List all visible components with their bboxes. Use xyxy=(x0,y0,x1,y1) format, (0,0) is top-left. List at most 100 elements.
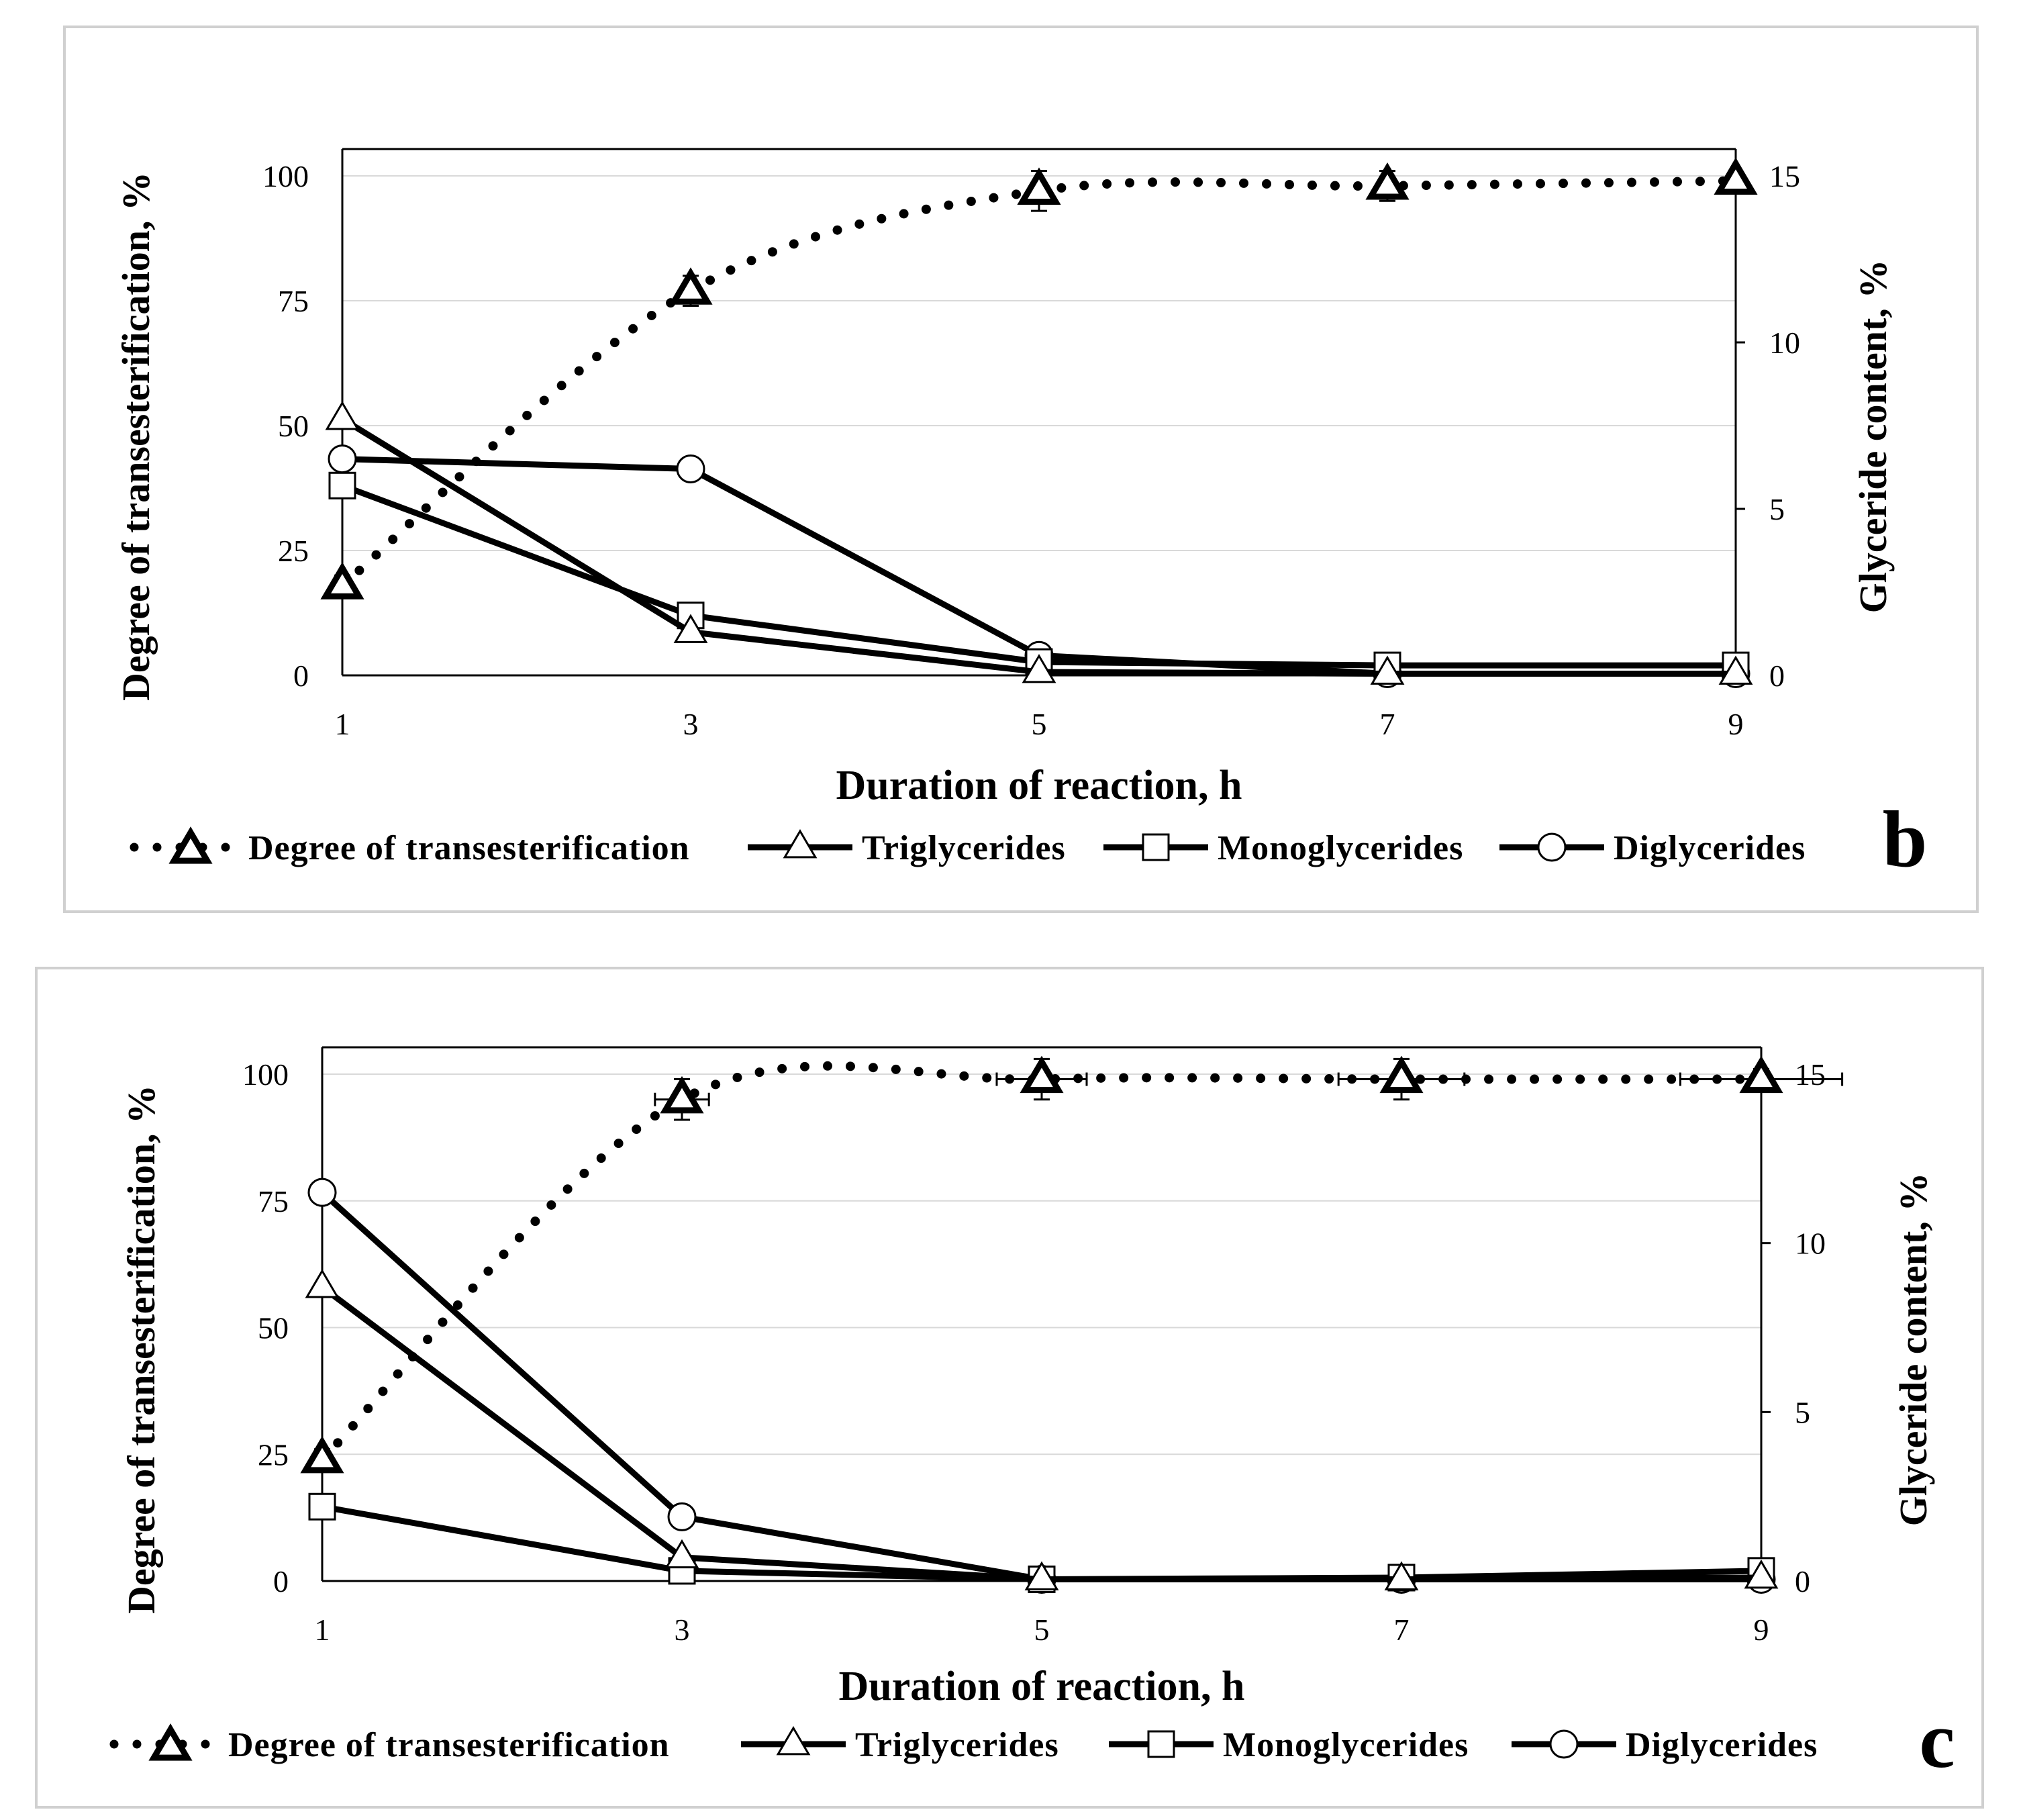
legend-item-monoglycerides: Monoglycerides xyxy=(1109,1726,1469,1764)
data-point-triglycerides xyxy=(325,401,360,430)
legend-label: Diglycerides xyxy=(1614,829,1806,867)
x-axis-title: Duration of reaction, h xyxy=(836,763,1242,808)
chart-c-svg: 0 25 50 75 100 0 5 10 15 1 3 5 7 9 Duration of reactio… xyxy=(35,967,1984,1809)
legend-item-diglycerides: Diglycerides xyxy=(1512,1726,1818,1764)
x-tick-label: 9 xyxy=(1754,1613,1769,1647)
y-tick-label-left: 50 xyxy=(278,409,309,443)
legend-marker xyxy=(776,1726,811,1756)
y-tick-label-right: 10 xyxy=(1769,326,1800,360)
legend-label: Diglycerides xyxy=(1626,1726,1818,1764)
series-line-diglycerides xyxy=(319,1190,1761,1582)
series-line-triglycerides xyxy=(320,1284,1762,1582)
y-tick-label-right: 10 xyxy=(1795,1227,1826,1261)
data-point-triglycerides xyxy=(1370,655,1405,685)
series-line-degree-of-transesterification xyxy=(317,1061,1766,1464)
data-point-diglycerides xyxy=(307,1178,337,1207)
chart-b-svg: 0 25 50 75 100 0 5 10 15 1 3 5 7 9 Duration of reactio… xyxy=(63,26,1979,913)
legend-item-degree-of-transesterification: Degree of transesterification xyxy=(109,1723,669,1764)
y-tick-label-left: 75 xyxy=(278,284,309,318)
legend-label: Monoglycerides xyxy=(1218,829,1463,867)
data-point-triglycerides xyxy=(673,614,708,643)
legend-item-triglycerides: Triglycerides xyxy=(748,829,1066,867)
data-point-monoglycerides xyxy=(328,471,356,499)
y-tick-label-left: 0 xyxy=(273,1564,289,1598)
legend-item-monoglycerides: Monoglycerides xyxy=(1103,829,1463,867)
data-point-monoglycerides xyxy=(308,1492,336,1521)
y-tick-label-right: 0 xyxy=(1769,659,1785,693)
y-axis-title-right: Glyceride content, % xyxy=(1891,1173,1935,1527)
data-point-degree-of-transesterification xyxy=(1365,162,1410,200)
chart-frame xyxy=(35,967,1984,1809)
data-point-degree-of-transesterification xyxy=(1714,157,1758,195)
x-tick-label: 5 xyxy=(1034,1613,1050,1647)
legend-marker xyxy=(1537,832,1567,862)
panel-letter: c xyxy=(1919,1695,1955,1784)
y-tick-label-right: 0 xyxy=(1795,1564,1810,1598)
data-point-degree-of-transesterification xyxy=(320,562,364,600)
legend-label: Degree of transesterification xyxy=(248,829,690,867)
series-line-monoglycerides xyxy=(341,483,1736,669)
y-tick-label-right: 5 xyxy=(1769,492,1785,526)
legend-marker xyxy=(168,826,213,864)
legend-item-diglycerides: Diglycerides xyxy=(1499,829,1806,867)
y-tick-label-left: 25 xyxy=(258,1437,289,1472)
y-axis-title-right: Glyceride content, % xyxy=(1851,260,1895,614)
data-point-triglycerides xyxy=(1024,1561,1059,1590)
data-point-degree-of-transesterification xyxy=(300,1435,344,1474)
data-point-triglycerides xyxy=(305,1269,340,1298)
legend-marker xyxy=(1549,1729,1579,1759)
data-point-diglycerides xyxy=(676,454,705,483)
series-line-triglycerides xyxy=(340,416,1736,677)
legend-item-degree-of-transesterification: Degree of transesterification xyxy=(130,826,690,867)
x-tick-label: 7 xyxy=(1394,1613,1410,1647)
y-tick-label-left: 100 xyxy=(242,1057,289,1092)
legend-marker xyxy=(1147,1730,1175,1758)
data-point-diglycerides xyxy=(667,1502,697,1531)
x-axis-title: Duration of reaction, h xyxy=(838,1664,1244,1709)
series-line-degree-of-transesterification xyxy=(338,176,1740,591)
legend-marker xyxy=(1142,833,1170,861)
data-point-degree-of-transesterification xyxy=(669,267,713,305)
y-tick-label-right: 15 xyxy=(1795,1057,1826,1092)
data-point-diglycerides xyxy=(328,444,357,474)
chart-frame xyxy=(63,26,1979,913)
y-tick-label-left: 0 xyxy=(293,659,309,693)
data-point-triglycerides xyxy=(1022,654,1056,683)
y-tick-label-left: 50 xyxy=(258,1311,289,1345)
series-degree-of-transesterification xyxy=(300,1055,1844,1474)
legend: Degree of transesterification Triglycerid… xyxy=(109,1723,1818,1764)
data-point-degree-of-transesterification xyxy=(1379,1055,1424,1094)
data-point-degree-of-transesterification xyxy=(1017,167,1061,205)
x-tick-label: 9 xyxy=(1728,707,1744,741)
series-triglycerides xyxy=(325,401,1753,685)
data-point-degree-of-transesterification xyxy=(660,1075,704,1114)
x-tick-label: 1 xyxy=(335,707,350,741)
y-tick-label-right: 15 xyxy=(1769,159,1800,193)
legend: Degree of transesterification Triglycerid… xyxy=(130,826,1806,867)
x-tick-label: 7 xyxy=(1380,707,1395,741)
series-triglycerides xyxy=(305,1269,1779,1590)
legend-label: Triglycerides xyxy=(862,829,1066,867)
y-tick-label-left: 25 xyxy=(278,534,309,568)
y-tick-label-right: 5 xyxy=(1795,1395,1810,1429)
x-tick-label: 3 xyxy=(675,1613,690,1647)
legend-item-triglycerides: Triglycerides xyxy=(741,1726,1059,1764)
chart-panel-c: 0 25 50 75 100 0 5 10 15 1 3 5 7 9 Duration of reactio… xyxy=(0,920,2023,1820)
data-point-degree-of-transesterification xyxy=(1020,1055,1064,1094)
legend-label: Monoglycerides xyxy=(1223,1726,1469,1764)
legend-label: Triglycerides xyxy=(855,1726,1059,1764)
y-axis-title-left: Degree of transesterification, % xyxy=(119,1085,163,1614)
data-point-triglycerides xyxy=(1744,1560,1779,1589)
data-point-triglycerides xyxy=(1384,1561,1419,1590)
data-point-triglycerides xyxy=(1718,655,1753,685)
x-tick-label: 3 xyxy=(683,707,699,741)
data-point-degree-of-transesterification xyxy=(1739,1055,1783,1094)
data-point-triglycerides xyxy=(664,1539,699,1569)
legend-marker xyxy=(148,1723,193,1761)
legend-marker xyxy=(783,829,818,859)
y-tick-label-left: 75 xyxy=(258,1184,289,1218)
x-tick-label: 5 xyxy=(1032,707,1047,741)
chart-panel-b: 0 25 50 75 100 0 5 10 15 1 3 5 7 9 Duration of reactio… xyxy=(63,26,1979,913)
series-diglycerides xyxy=(307,1178,1776,1594)
y-axis-title-left: Degree of transesterification, % xyxy=(114,172,158,701)
